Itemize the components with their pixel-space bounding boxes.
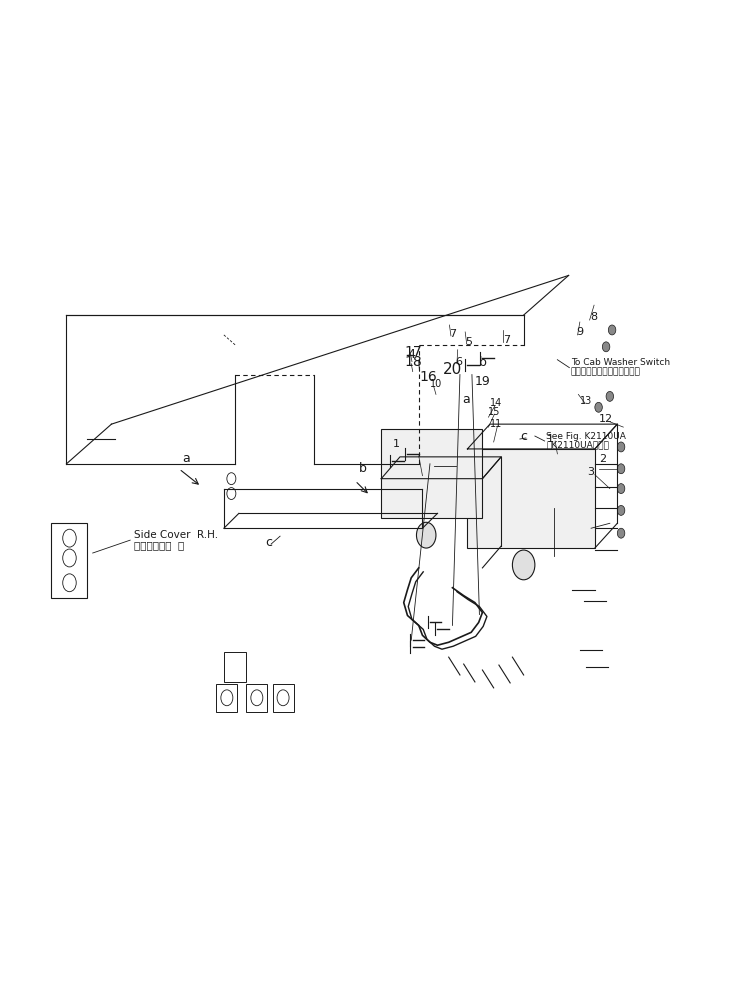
Text: 16: 16 [420,370,437,384]
Text: 4: 4 [407,348,415,361]
Bar [273,684,294,712]
Text: 17: 17 [405,345,422,359]
Circle shape [609,325,616,335]
Bar [381,429,482,518]
Text: Side Cover  R.H.: Side Cover R.H. [134,530,218,540]
Bar [224,652,246,682]
Text: b: b [359,463,366,476]
Text: 第K2110UA図参照: 第K2110UA図参照 [546,441,609,450]
Text: サイドカバー  右: サイドカバー 右 [134,540,184,550]
Bar [51,523,88,597]
Text: 14: 14 [490,399,502,409]
Text: 1: 1 [547,434,553,444]
Text: 13: 13 [580,397,592,407]
Text: a: a [462,393,470,406]
Text: 5: 5 [465,337,473,347]
Text: To Cab Washer Switch: To Cab Washer Switch [571,358,670,367]
Text: 1: 1 [393,439,399,449]
Text: キャブウォッシャスイッチへ: キャブウォッシャスイッチへ [571,367,641,376]
Bar [467,449,595,548]
Text: a: a [183,453,190,466]
Text: 18: 18 [405,355,422,369]
Bar [246,684,267,712]
Text: See Fig. K2110UA: See Fig. K2110UA [546,432,626,441]
Text: 20: 20 [443,362,462,377]
Circle shape [618,442,625,452]
Bar [217,684,237,712]
Text: 12: 12 [599,414,613,424]
Circle shape [618,484,625,494]
Text: 6: 6 [455,357,462,367]
Text: 10: 10 [430,380,442,390]
Circle shape [602,342,610,352]
Text: 2: 2 [599,454,606,464]
Circle shape [417,522,436,548]
Text: 9: 9 [576,327,584,337]
Circle shape [606,392,614,402]
Text: 19: 19 [475,375,490,388]
Circle shape [595,403,602,412]
Text: 15: 15 [488,407,500,417]
Text: 3: 3 [587,467,595,477]
Circle shape [618,505,625,515]
Text: c: c [520,430,527,443]
Text: c: c [265,535,273,548]
Text: 8: 8 [590,312,597,322]
Circle shape [513,550,535,580]
Text: 7: 7 [449,329,456,339]
Text: b: b [479,356,486,369]
Circle shape [618,528,625,538]
Text: 7: 7 [503,335,510,345]
Circle shape [618,464,625,474]
Text: 11: 11 [490,419,502,429]
